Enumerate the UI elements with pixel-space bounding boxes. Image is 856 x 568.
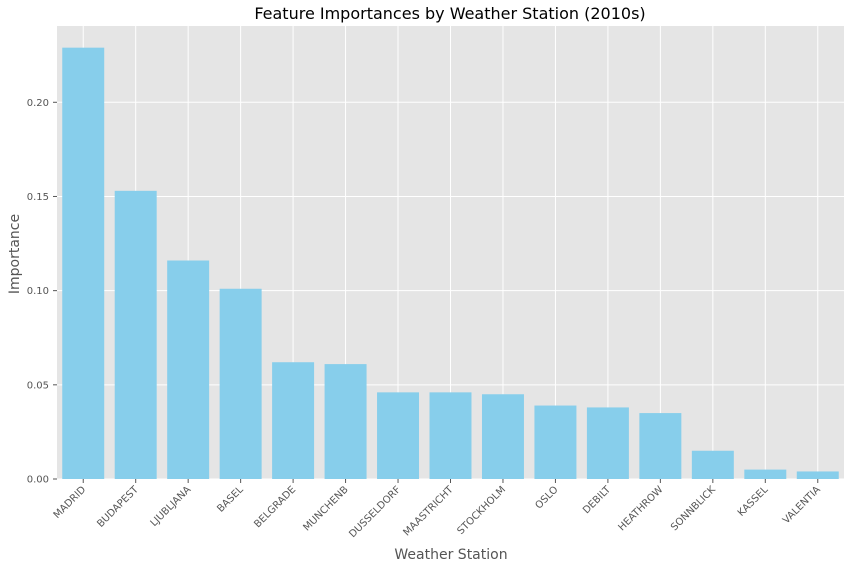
- x-axis-ticks: MADRID BUDAPEST LJUBLJANA BASEL BELGRADE MUNC…: [52, 479, 823, 540]
- bar-ljubljana: [167, 260, 210, 479]
- x-tick-label: MADRID: [52, 484, 89, 521]
- x-tick-label: VALENTIA: [781, 484, 823, 526]
- bar-belgrade: [272, 362, 315, 479]
- y-tick-label: 0.20: [27, 98, 49, 109]
- y-tick-label: 0.05: [27, 380, 49, 391]
- x-tick-label: HEATHROW: [617, 484, 666, 533]
- x-tick-label: MUNCHENB: [301, 484, 350, 533]
- bar-valentia: [796, 471, 839, 479]
- bar-budapest: [114, 190, 157, 479]
- grid-lines: [57, 26, 844, 480]
- x-tick-label: BUDAPEST: [95, 484, 141, 530]
- bar-debilt: [586, 407, 629, 479]
- x-tick-label: DEBILT: [581, 484, 614, 517]
- y-tick-label: 0.15: [27, 192, 49, 203]
- bar-heathrow: [639, 413, 682, 479]
- x-axis-label: Weather Station: [394, 547, 507, 563]
- x-tick-label: LJUBLJANA: [149, 484, 194, 529]
- x-tick-label: SONNBLICK: [669, 484, 718, 533]
- bars: [62, 47, 839, 479]
- bar-kassel: [744, 469, 787, 479]
- bar-sonnblick: [691, 450, 734, 479]
- y-axis-ticks: 0.00 0.05 0.10 0.15 0.20: [27, 98, 57, 486]
- y-tick-label: 0.00: [27, 475, 49, 486]
- bar-dusseldorf: [377, 392, 420, 479]
- bar-stockholm: [481, 394, 524, 479]
- bar-maastricht: [429, 392, 472, 479]
- x-tick-label: BASEL: [215, 484, 246, 515]
- y-tick-label: 0.10: [27, 286, 49, 297]
- x-tick-label: DUSSELDORF: [347, 484, 403, 540]
- x-tick-label: STOCKHOLM: [455, 484, 508, 537]
- x-tick-label: MAASTRICHT: [401, 484, 456, 539]
- bar-basel: [219, 288, 262, 479]
- bar-madrid: [62, 47, 105, 479]
- chart-title: Feature Importances by Weather Station (…: [254, 4, 645, 23]
- x-tick-label: KASSEL: [736, 484, 771, 519]
- y-axis-label: Importance: [7, 214, 23, 294]
- x-tick-label: OSLO: [533, 484, 560, 511]
- bar-oslo: [534, 405, 577, 479]
- x-tick-label: BELGRADE: [252, 484, 298, 530]
- bar-munchenb: [324, 364, 367, 479]
